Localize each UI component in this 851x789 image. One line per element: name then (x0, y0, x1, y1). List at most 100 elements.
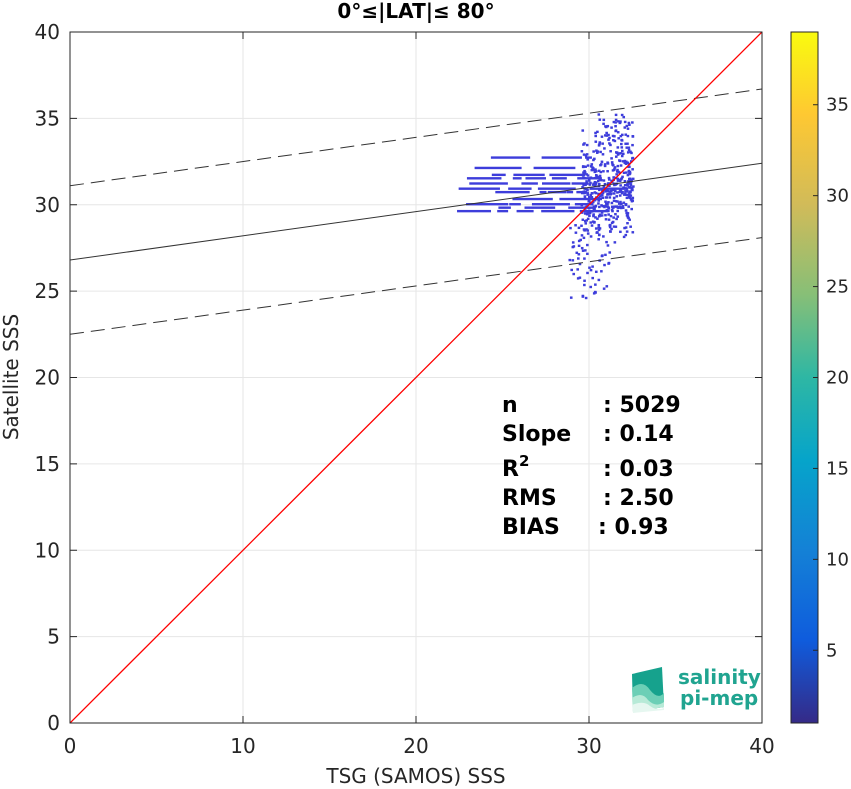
density-cell (631, 196, 635, 200)
density-cell (584, 249, 587, 252)
density-cell (583, 169, 586, 173)
density-cell (601, 254, 604, 257)
density-cell (608, 136, 611, 140)
density-cell (593, 191, 597, 194)
density-cell (610, 157, 613, 160)
density-cell (570, 268, 573, 272)
density-cell (611, 209, 614, 213)
density-cell (589, 221, 593, 224)
density-cell (623, 179, 627, 183)
density-cell (616, 191, 619, 194)
x-tick-label: 0 (64, 734, 77, 758)
density-cell (571, 259, 575, 262)
density-cell (594, 227, 598, 230)
density-cell (626, 134, 630, 138)
density-streak (458, 187, 500, 190)
density-cell (591, 265, 594, 268)
density-cell (622, 115, 626, 119)
density-cell (612, 225, 616, 228)
density-cell (603, 182, 607, 186)
density-cell (625, 160, 628, 163)
density-cell (614, 225, 618, 228)
density-cell (590, 163, 594, 166)
density-cell (626, 214, 629, 217)
stat-value-n: : 5029 (603, 393, 681, 418)
density-cell (620, 142, 623, 146)
density-streak (524, 206, 556, 209)
upper-band-line (70, 88, 762, 187)
density-cell (608, 196, 612, 199)
density-cell (587, 195, 591, 199)
density-cell (602, 179, 606, 182)
density-cell (607, 178, 611, 181)
density-cell (569, 296, 573, 299)
density-cell (583, 257, 586, 260)
density-cell (616, 215, 620, 218)
density-cell (581, 129, 585, 132)
density-cell (629, 197, 633, 201)
density-cell (592, 221, 596, 224)
density-cell (580, 224, 583, 227)
density-cell (613, 183, 616, 187)
density-cell (577, 253, 581, 256)
density-cell (583, 212, 587, 215)
density-cell (589, 285, 593, 289)
density-cell (607, 176, 611, 180)
density-cell (627, 169, 631, 173)
density-streak (469, 182, 508, 185)
density-cell (597, 196, 600, 199)
density-cell (586, 193, 589, 196)
density-cell (620, 133, 624, 137)
density-cell (588, 214, 591, 217)
density-cell (609, 192, 612, 195)
y-tick-label: 20 (35, 366, 60, 390)
density-cell (590, 224, 594, 227)
density-streak (466, 203, 509, 206)
density-cell (615, 195, 619, 198)
density-cell (627, 216, 630, 220)
density-cell (624, 209, 628, 212)
density-cell (630, 186, 634, 190)
density-cell (594, 204, 598, 208)
density-cell (593, 199, 597, 202)
logo-text-pimep: pi-mep (680, 686, 758, 710)
density-cell (571, 241, 575, 244)
density-cell (623, 226, 626, 230)
density-cell (593, 170, 597, 174)
density-cell (626, 161, 630, 164)
density-cell (616, 200, 619, 203)
density-cell (608, 142, 611, 145)
density-cell (601, 142, 604, 145)
density-cell (621, 160, 625, 163)
density-cell (586, 271, 589, 275)
density-streak (513, 173, 545, 177)
density-cell (612, 188, 616, 192)
density-cell (598, 178, 601, 181)
salinity-pimep-logo: salinity pi-mep (632, 665, 761, 713)
density-streak (474, 166, 522, 170)
density-cell (580, 211, 584, 214)
density-cell (604, 213, 607, 217)
density-cell (625, 124, 629, 128)
density-cells (457, 113, 635, 300)
density-streak (559, 197, 603, 201)
density-streak (512, 197, 553, 201)
x-tick-label: 30 (576, 734, 601, 758)
density-cell (597, 238, 600, 241)
density-cell (587, 179, 591, 182)
density-cell (598, 195, 602, 198)
density-cell (596, 217, 599, 220)
density-cell (614, 155, 618, 158)
density-cell (624, 190, 627, 193)
density-cell (628, 179, 632, 183)
density-cell (619, 134, 623, 138)
density-cell (619, 164, 623, 167)
density-cell (625, 211, 628, 215)
density-cell (608, 184, 611, 188)
density-cell (625, 230, 629, 233)
density-cell (579, 238, 582, 242)
density-cell (628, 172, 632, 175)
density-cell (577, 239, 581, 243)
density-cell (626, 173, 630, 177)
density-cell (616, 168, 619, 172)
